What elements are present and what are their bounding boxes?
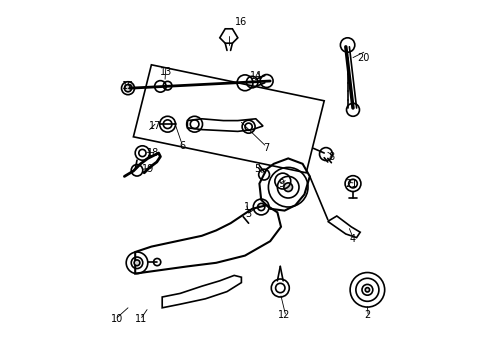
Text: 10: 10 (111, 314, 123, 324)
Text: 11: 11 (134, 314, 147, 324)
Text: 19: 19 (142, 164, 154, 174)
Text: 7: 7 (264, 143, 270, 153)
Text: 8: 8 (328, 152, 335, 162)
Text: 14: 14 (250, 71, 262, 81)
Text: 15: 15 (122, 81, 134, 91)
Text: 2: 2 (364, 310, 370, 320)
Circle shape (124, 85, 132, 92)
Text: 3: 3 (245, 209, 252, 219)
Text: 6: 6 (179, 141, 185, 151)
Text: 21: 21 (345, 179, 357, 189)
Text: 20: 20 (358, 53, 370, 63)
Text: 1: 1 (244, 202, 250, 212)
Circle shape (284, 183, 293, 192)
Text: 12: 12 (278, 310, 291, 320)
Text: 5: 5 (254, 164, 261, 174)
Circle shape (365, 288, 369, 292)
Text: 4: 4 (350, 234, 356, 244)
Text: 9: 9 (278, 179, 284, 189)
Text: 13: 13 (160, 67, 172, 77)
Circle shape (134, 260, 140, 266)
Text: 18: 18 (147, 148, 159, 158)
Text: 16: 16 (235, 17, 247, 27)
Text: 17: 17 (149, 121, 161, 131)
